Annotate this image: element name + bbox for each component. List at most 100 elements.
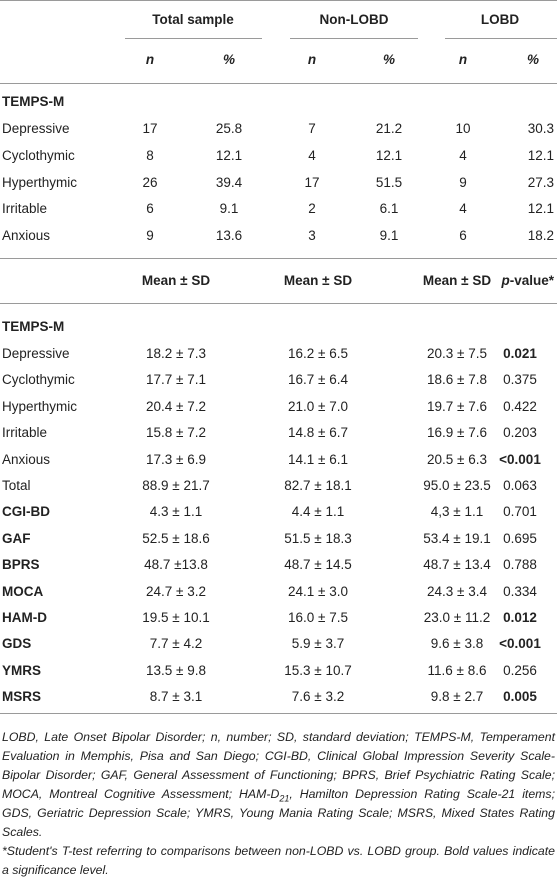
p-value: 0.021	[503, 346, 537, 361]
cell-value: 6	[459, 228, 467, 244]
cell-value: 4.3 ± 1.1	[149, 504, 203, 520]
row-label: Hyperthymic	[2, 174, 78, 190]
cell-value: 12.1	[527, 147, 554, 163]
cell-value: 21.2	[375, 121, 403, 136]
cell-value: 48.7 ±13.8	[144, 557, 208, 573]
row-label: Irritable	[2, 425, 48, 441]
row-label: GDS	[2, 636, 32, 652]
cell-value: 19.7 ± 7.6	[427, 398, 487, 414]
cell-value: 7.6 ± 3.2	[291, 689, 345, 705]
p-value: 0.256	[503, 662, 537, 678]
p-value: 0.422	[503, 398, 537, 414]
cell-value: 19.5 ± 10.1	[142, 610, 210, 625]
cell-value: 3	[308, 228, 316, 244]
rule	[445, 38, 557, 39]
rule	[290, 38, 418, 39]
cell-value: 20.3 ± 7.5	[427, 346, 487, 361]
cell-value: 16.0 ± 7.5	[288, 610, 348, 625]
cell-value: 25.8	[215, 121, 243, 136]
cell-value: 53.4 ± 19.1	[423, 530, 491, 546]
cell-value: 17	[142, 121, 158, 136]
cell-value: 4.4 ± 1.1	[291, 504, 345, 520]
cell-value: 24.3 ± 3.4	[427, 583, 487, 599]
row-label: BPRS	[2, 557, 40, 573]
p-value-header: p-value*	[414, 272, 554, 290]
p-value: <0.001	[499, 636, 541, 652]
row-label: Anxious	[2, 228, 51, 244]
row-label: Total	[2, 478, 31, 493]
rule	[0, 0, 557, 1]
cell-value: 16.9 ± 7.6	[427, 425, 487, 441]
p-rest: -value*	[509, 273, 554, 288]
cell-value: 16.2 ± 6.5	[288, 346, 348, 361]
cell-value: 48.7 ± 13.4	[423, 557, 491, 573]
row-label: Hyperthymic	[2, 398, 78, 414]
row-label: CGI-BD	[2, 504, 50, 520]
cell-value: 95.0 ± 23.5	[423, 478, 491, 493]
cell-value: 5.9 ± 3.7	[291, 636, 345, 652]
cell-value: 20.4 ± 7.2	[146, 398, 206, 414]
cell-value: 8	[146, 147, 154, 163]
cell-value: 52.5 ± 18.6	[142, 530, 210, 546]
cell-value: 14.1 ± 6.1	[288, 451, 348, 467]
cell-value: 4	[308, 147, 316, 163]
cell-value: 4	[459, 147, 467, 163]
cell-value: 13.5 ± 9.8	[146, 662, 206, 678]
column-header: %	[382, 52, 395, 67]
group-header: Total sample	[152, 12, 234, 27]
cell-value: 30.3	[527, 121, 554, 136]
cell-value: 17.3 ± 6.9	[146, 451, 206, 467]
cell-value: 51.5 ± 18.3	[284, 530, 352, 546]
row-label: Cyclothymic	[2, 372, 75, 388]
cell-value: 18.2 ± 7.3	[146, 346, 206, 361]
cell-value: 15.8 ± 7.2	[146, 425, 206, 441]
cell-value: 14.8 ± 6.7	[288, 425, 348, 441]
cell-value: 4	[459, 201, 467, 217]
rule	[0, 303, 557, 304]
row-label: Irritable	[2, 201, 48, 217]
test-note: *Student's T-test referring to compariso…	[2, 844, 555, 877]
row-label: GAF	[2, 530, 31, 546]
cell-value: 9.1	[219, 201, 239, 217]
column-header: Mean ± SD	[283, 273, 353, 288]
cell-value: 18.6 ± 7.8	[427, 372, 487, 388]
cell-value: 23.0 ± 11.2	[423, 610, 491, 625]
group-header: Non-LOBD	[319, 12, 389, 27]
cell-value: 26	[142, 174, 158, 190]
cell-value: 9.8 ± 2.7	[430, 689, 484, 705]
cell-value: 27.3	[527, 174, 554, 190]
row-label: HAM-D	[2, 610, 47, 625]
cell-value: 13.6	[215, 228, 243, 244]
cell-value: 39.4	[215, 174, 243, 190]
cell-value: 20.5 ± 6.3	[427, 451, 487, 467]
rule	[125, 38, 262, 39]
column-header: n	[458, 52, 468, 67]
note-text: , Hamilton Depression Rating Scale-21 it…	[2, 787, 555, 839]
cell-value: 11.6 ± 8.6	[427, 662, 487, 678]
p-italic: p	[501, 273, 510, 288]
cell-value: 88.9 ± 21.7	[142, 478, 210, 493]
row-label: MOCA	[2, 583, 44, 599]
row-label: Cyclothymic	[2, 147, 75, 163]
cell-value: 17	[304, 174, 320, 190]
note-text: LOBD, Late Onset Bipolar Disorder; n, nu…	[2, 730, 555, 801]
p-value: <0.001	[499, 451, 541, 467]
column-header: n	[307, 52, 317, 67]
cell-value: 6	[146, 201, 154, 217]
cell-value: 6.1	[379, 201, 399, 217]
cell-value: 8.7 ± 3.1	[149, 689, 203, 705]
column-header: Mean ± SD	[141, 273, 211, 288]
section-label: TEMPS-M	[2, 94, 65, 109]
p-value: 0.695	[503, 530, 537, 546]
row-label: Depressive	[2, 346, 70, 361]
cell-value: 24.1 ± 3.0	[288, 583, 348, 599]
cell-value: 9.1	[379, 228, 399, 244]
cell-value: 51.5	[375, 174, 403, 190]
cell-value: 17.7 ± 7.1	[146, 372, 206, 388]
column-header: %	[526, 52, 539, 67]
cell-value: 15.3 ± 10.7	[284, 662, 352, 678]
rule	[0, 713, 557, 714]
cell-value: 18.2	[527, 228, 554, 244]
p-value: 0.375	[503, 372, 537, 388]
row-label: YMRS	[2, 662, 42, 678]
